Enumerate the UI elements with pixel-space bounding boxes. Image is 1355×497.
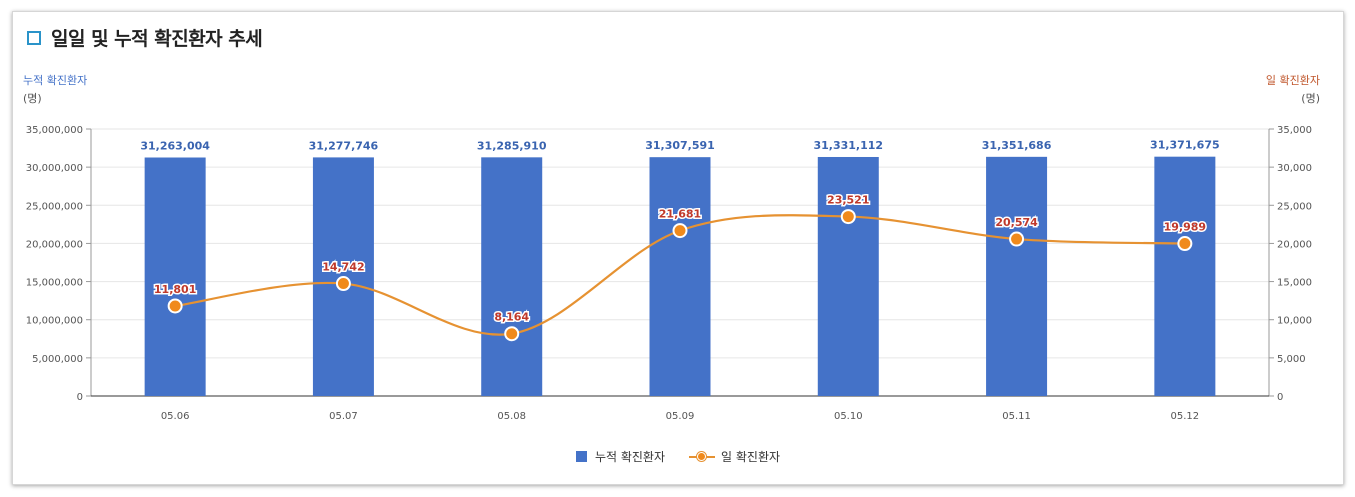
daily-point[interactable] — [672, 223, 688, 239]
right-tick-label: 5,000 — [1277, 354, 1306, 365]
x-tick-label: 05.08 — [497, 411, 526, 422]
bar-value-label: 31,263,004 — [140, 140, 210, 153]
right-tick-label: 35,000 — [1277, 125, 1312, 136]
bar-value-label: 31,307,591 — [645, 139, 715, 152]
daily-value-label: 21,681 — [659, 208, 701, 221]
bar-cumulative[interactable] — [649, 157, 711, 396]
right-tick-label: 10,000 — [1277, 316, 1312, 327]
right-tick-label: 30,000 — [1277, 163, 1312, 174]
chart-title: 일일 및 누적 확진환자 추세 — [51, 28, 263, 50]
legend-item-cumulative[interactable]: 누적 확진환자 — [575, 448, 666, 465]
bar-cumulative[interactable] — [144, 157, 206, 396]
daily-value-label: 23,521 — [827, 194, 869, 207]
x-tick-label: 05.06 — [161, 411, 190, 422]
bar-value-label: 31,277,746 — [309, 139, 379, 152]
left-tick-label: 10,000,000 — [26, 316, 83, 327]
x-tick-label: 05.11 — [1002, 411, 1031, 422]
right-tick-label: 25,000 — [1277, 201, 1312, 212]
legend-label-cumulative: 누적 확진환자 — [594, 450, 666, 464]
left-tick-label: 30,000,000 — [26, 163, 83, 174]
left-tick-label: 0 — [77, 392, 83, 403]
daily-point[interactable] — [1009, 231, 1025, 247]
x-tick-label: 05.07 — [329, 411, 358, 422]
bar-value-label: 31,371,675 — [1150, 139, 1220, 152]
daily-point[interactable] — [1177, 236, 1193, 252]
left-tick-label: 35,000,000 — [26, 125, 83, 136]
bar-cumulative[interactable] — [986, 156, 1048, 396]
chart-panel: 일일 및 누적 확진환자 추세 누적 확진환자 (명) 일 확진환자 (명) 0… — [12, 11, 1344, 485]
daily-value-label: 19,989 — [1164, 221, 1206, 234]
bar-swatch-icon — [575, 451, 587, 462]
daily-value-label: 11,801 — [154, 283, 196, 296]
legend-item-daily[interactable]: 일 확진환자 — [689, 448, 780, 465]
left-axis-label: 누적 확진환자 — [23, 74, 87, 87]
daily-point[interactable] — [840, 209, 856, 225]
daily-value-label: 20,574 — [995, 216, 1038, 229]
bar-cumulative[interactable] — [481, 157, 543, 396]
bar-cumulative[interactable] — [817, 156, 879, 396]
left-axis-unit: (명) — [23, 92, 42, 105]
x-tick-label: 05.12 — [1171, 411, 1200, 422]
bar-value-label: 31,285,910 — [477, 139, 547, 152]
line-marker-swatch-icon — [689, 451, 716, 463]
bar-value-label: 31,351,686 — [982, 139, 1052, 152]
daily-point[interactable] — [335, 276, 351, 292]
left-tick-label: 5,000,000 — [32, 354, 83, 365]
legend-label-daily: 일 확진환자 — [721, 450, 781, 464]
title-row: 일일 및 누적 확진환자 추세 — [27, 24, 263, 51]
right-tick-label: 0 — [1277, 392, 1283, 403]
chart-svg: 누적 확진환자 (명) 일 확진환자 (명) 0 0 5,000,000 5,000 1… — [23, 73, 1320, 422]
daily-value-label: 14,742 — [322, 261, 364, 274]
square-bullet-icon — [27, 30, 41, 45]
left-tick-label: 25,000,000 — [26, 201, 83, 212]
daily-point[interactable] — [167, 298, 183, 314]
right-axis-unit: (명) — [1301, 92, 1320, 105]
bar-cumulative[interactable] — [1154, 156, 1216, 396]
right-tick-label: 15,000 — [1277, 278, 1312, 289]
daily-value-label: 8,164 — [494, 311, 529, 324]
right-tick-label: 20,000 — [1277, 239, 1312, 250]
legend: 누적 확진환자 일 확진환자 — [13, 448, 1343, 465]
left-tick-label: 15,000,000 — [26, 278, 83, 289]
daily-point[interactable] — [504, 326, 520, 342]
right-axis-label: 일 확진환자 — [1266, 73, 1320, 87]
x-tick-label: 05.09 — [666, 411, 695, 422]
bar-value-label: 31,331,112 — [813, 139, 883, 152]
left-tick-label: 20,000,000 — [26, 239, 83, 250]
x-tick-label: 05.10 — [834, 411, 863, 422]
